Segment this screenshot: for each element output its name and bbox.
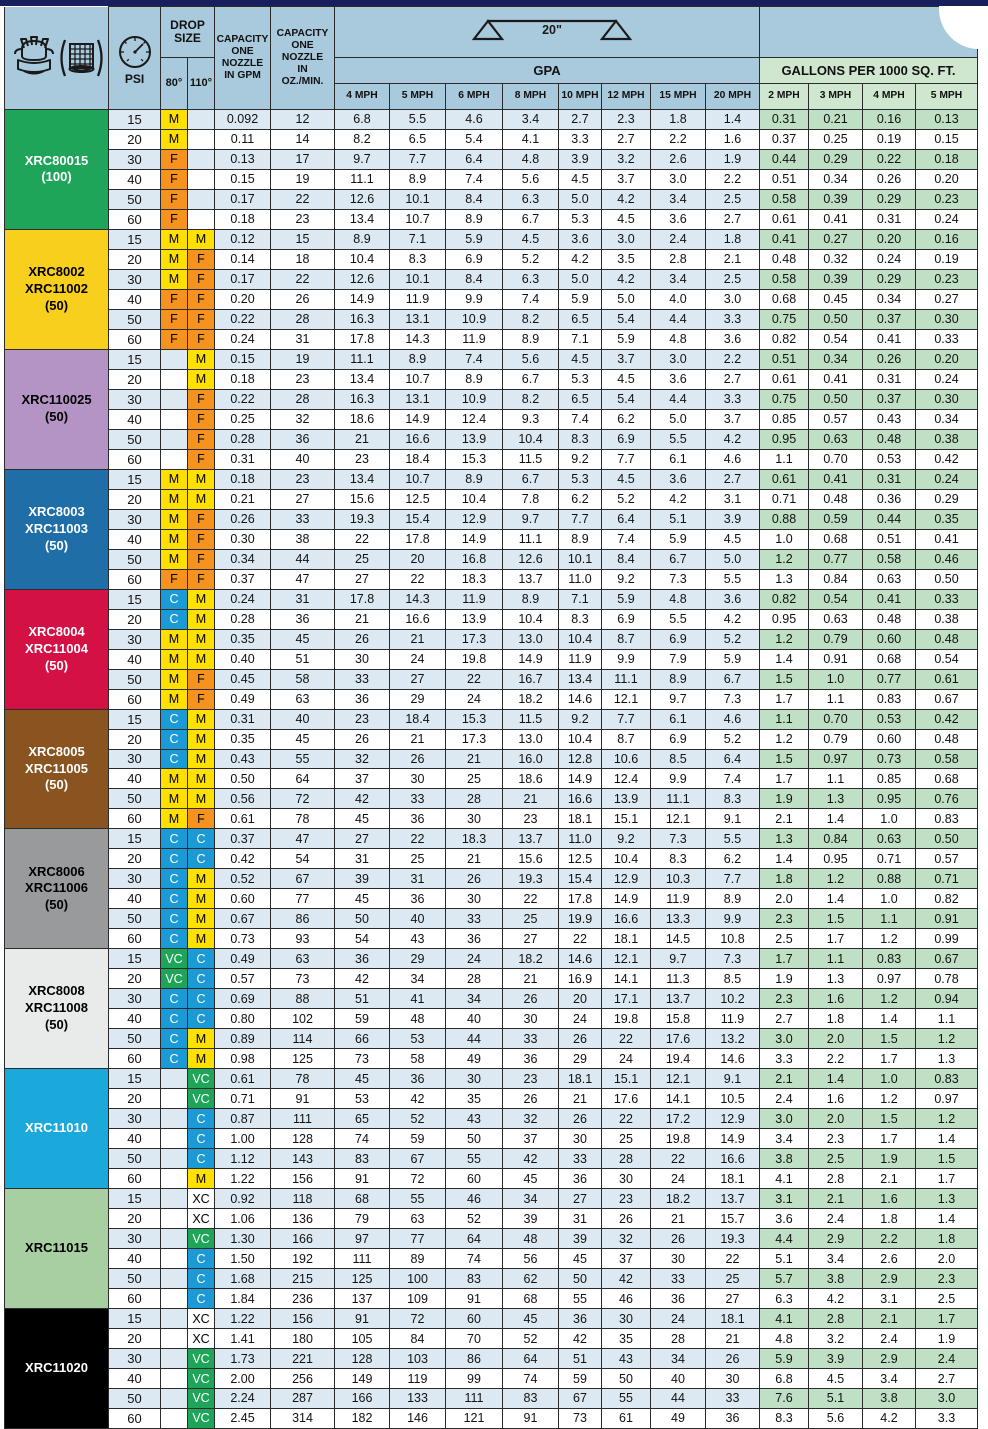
svg-text:20": 20" <box>542 23 562 37</box>
